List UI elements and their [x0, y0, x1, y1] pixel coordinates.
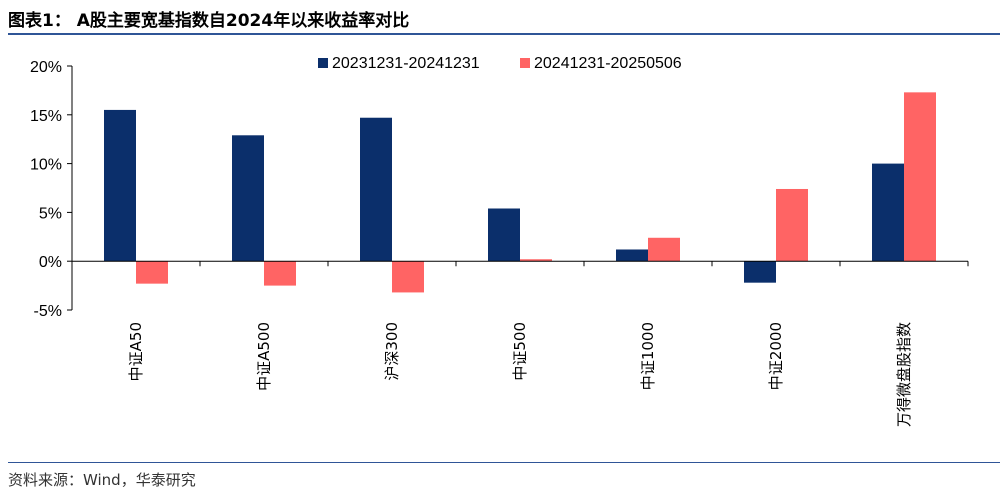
- legend-swatch: [520, 58, 530, 68]
- x-axis: 中证A50 中证A500 沪深300 中证500 中证1000 中证2000 万得微盘股指数: [71, 260, 969, 427]
- y-tick-label: 10%: [30, 157, 62, 174]
- bar-chart: 20231231-20241231 20241231-20250506 20% 15…: [30, 55, 969, 427]
- title-divider: [8, 33, 1000, 35]
- y-tick-label: 5%: [39, 205, 62, 222]
- x-category-label: 中证2000: [767, 322, 785, 390]
- x-category-label: 中证1000: [639, 322, 657, 390]
- source-note: 资料来源：Wind，华泰研究: [8, 471, 196, 489]
- bars: [104, 92, 936, 293]
- bar-1: [872, 163, 904, 262]
- legend-swatch: [318, 58, 328, 68]
- bar-1: [360, 117, 392, 262]
- bar-2: [392, 261, 424, 293]
- y-tick-label: 0%: [39, 254, 62, 271]
- bar-2: [904, 92, 936, 262]
- bar-1: [744, 261, 776, 283]
- bar-2: [776, 188, 808, 262]
- bar-1: [232, 135, 264, 262]
- y-tick-label: 15%: [30, 108, 62, 125]
- legend: 20231231-20241231 20241231-20250506: [318, 55, 682, 72]
- bar-1: [104, 109, 136, 262]
- x-category-label: 中证A500: [255, 322, 273, 391]
- bar-2: [520, 259, 552, 262]
- y-tick-label: -5%: [34, 303, 62, 320]
- bar-2: [264, 261, 296, 286]
- bar-1: [616, 249, 648, 262]
- y-axis: 20% 15% 10% 5% 0% -5%: [30, 59, 73, 320]
- bar-2: [648, 237, 680, 262]
- y-tick-label: 20%: [30, 59, 62, 76]
- x-category-label: 万得微盘股指数: [895, 322, 913, 427]
- x-category-label: 沪深300: [383, 322, 401, 381]
- legend-label: 20231231-20241231: [332, 55, 480, 72]
- x-category-label: 中证A50: [127, 322, 145, 381]
- bar-1: [488, 208, 520, 262]
- footer-divider: [8, 462, 1000, 463]
- bar-2: [136, 261, 168, 284]
- x-category-label: 中证500: [511, 322, 529, 381]
- legend-label: 20241231-20250506: [534, 55, 682, 72]
- chart-title: 图表1： A股主要宽基指数自2024年以来收益率对比: [8, 11, 410, 31]
